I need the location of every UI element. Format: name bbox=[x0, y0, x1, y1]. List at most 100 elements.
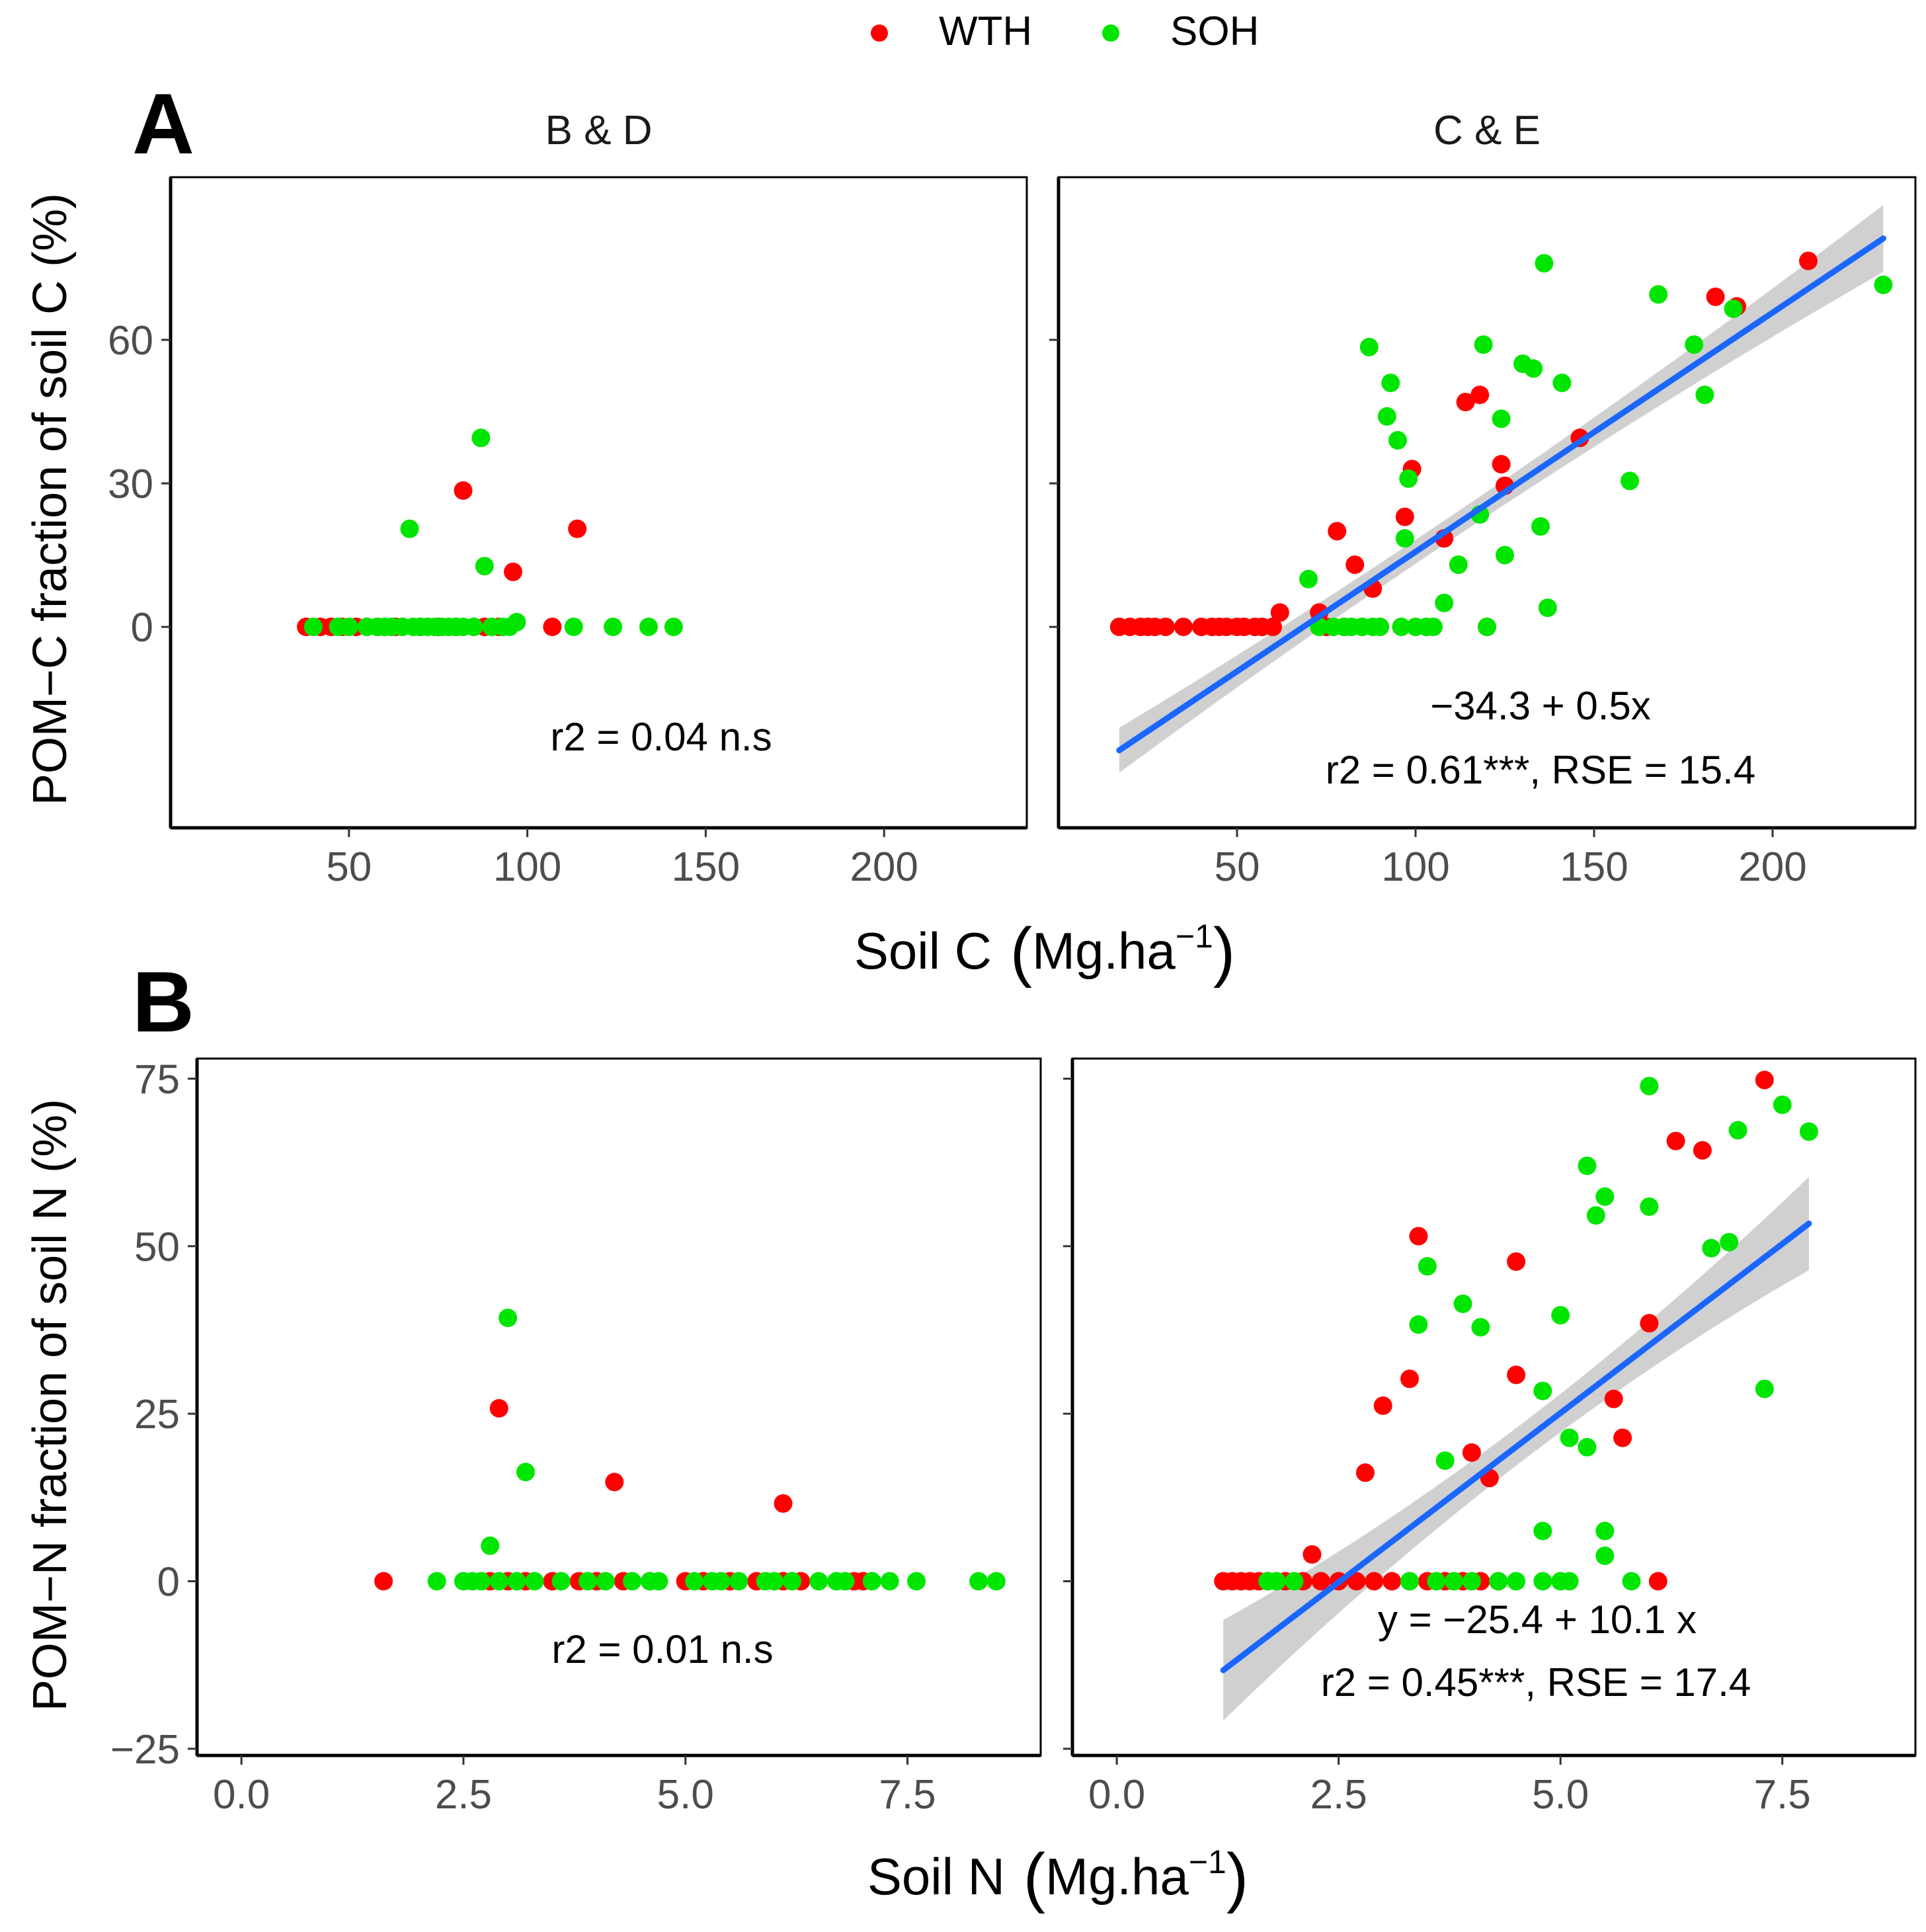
fit-line bbox=[1220, 1221, 1812, 1673]
x-tick-label: 2.5 bbox=[435, 1772, 492, 1818]
point-soh bbox=[1551, 1306, 1570, 1325]
point-soh bbox=[471, 428, 491, 448]
stats-annotation: r2 = 0.01 n.s bbox=[551, 1627, 773, 1671]
point-wth bbox=[774, 1494, 793, 1513]
y-tick-label: 0 bbox=[131, 605, 153, 651]
point-soh bbox=[1471, 1318, 1490, 1337]
point-soh bbox=[862, 1572, 881, 1591]
legend-marker-wth bbox=[871, 24, 888, 42]
legend-marker-soh bbox=[1102, 24, 1119, 42]
point-soh bbox=[1622, 1572, 1641, 1591]
x-axis-title-a-close-paren: ) bbox=[1213, 914, 1235, 988]
panel-frame bbox=[1071, 1057, 1917, 1757]
point-wth bbox=[1693, 1141, 1712, 1160]
point-soh bbox=[1578, 1156, 1597, 1176]
point-wth bbox=[1666, 1131, 1685, 1150]
point-wth bbox=[1507, 1252, 1526, 1271]
point-soh bbox=[475, 557, 494, 576]
point-wth bbox=[1613, 1428, 1632, 1447]
point-soh bbox=[685, 1572, 704, 1591]
x-tick-label: 100 bbox=[493, 844, 561, 890]
point-wth bbox=[504, 562, 522, 581]
point-wth bbox=[1347, 1572, 1366, 1591]
point-soh bbox=[1388, 430, 1407, 450]
point-soh bbox=[1874, 275, 1893, 294]
y-tick-label: 50 bbox=[134, 1225, 180, 1270]
point-soh bbox=[1535, 254, 1554, 273]
point-soh bbox=[649, 1572, 668, 1591]
point-soh bbox=[1427, 1572, 1446, 1591]
stats-annotation: r2 = 0.45***, RSE = 17.4 bbox=[1321, 1660, 1751, 1705]
panel-letter-b: B bbox=[132, 953, 194, 1050]
point-soh bbox=[1621, 471, 1639, 491]
x-tick-label: 50 bbox=[1215, 844, 1260, 890]
point-wth bbox=[374, 1572, 393, 1591]
point-soh bbox=[1445, 1572, 1464, 1591]
y-tick-label: 25 bbox=[134, 1392, 180, 1437]
point-wth bbox=[1365, 1572, 1384, 1591]
point-soh bbox=[464, 618, 483, 637]
point-wth bbox=[1174, 618, 1193, 637]
point-soh bbox=[1507, 1572, 1526, 1591]
panel-A-right: C & E 50 100 150 200 −34.3 + 0.5x r2 = 0.61***… bbox=[1049, 108, 1917, 890]
point-soh bbox=[1595, 1187, 1615, 1206]
x-axis-title-a-exp: −1 bbox=[1176, 918, 1213, 955]
x-axis-title-b-unit: Mg.ha bbox=[1045, 1847, 1189, 1906]
point-wth bbox=[1470, 385, 1490, 405]
equation-annotation: −34.3 + 0.5x bbox=[1430, 684, 1651, 728]
x-tick-label: 5.0 bbox=[1532, 1772, 1589, 1818]
point-soh bbox=[1285, 1572, 1304, 1591]
point-soh bbox=[623, 1572, 642, 1591]
x-tick-label: 150 bbox=[1560, 844, 1628, 890]
x-axis-title-b-close-paren: ) bbox=[1226, 1840, 1248, 1914]
point-wth bbox=[1706, 287, 1725, 306]
x-axis-title-a-unit: Mg.ha bbox=[1032, 922, 1176, 980]
point-soh bbox=[1435, 593, 1454, 612]
point-soh bbox=[711, 1572, 731, 1591]
fit-line bbox=[1116, 235, 1886, 754]
panel-letter-a: A bbox=[132, 75, 194, 172]
point-soh bbox=[303, 618, 323, 637]
point-soh bbox=[639, 618, 658, 637]
point-soh bbox=[403, 618, 422, 637]
point-soh bbox=[1377, 407, 1396, 426]
point-soh bbox=[1462, 1572, 1481, 1591]
legend: WTH SOH bbox=[871, 9, 1259, 54]
point-soh bbox=[1453, 1294, 1472, 1313]
panel-A-left: B & D 50 100 150 200 0 30 60 r2 = 0.04 n.s bbox=[108, 108, 1028, 890]
equation-annotation: y = −25.4 + 10.1 x bbox=[1378, 1597, 1697, 1642]
point-soh bbox=[1649, 285, 1668, 304]
legend-label-soh: SOH bbox=[1170, 9, 1259, 54]
point-wth bbox=[1383, 1572, 1402, 1591]
x-axis-title-a-main: Soil C bbox=[854, 922, 992, 980]
y-tick-label: 60 bbox=[108, 318, 153, 364]
point-wth bbox=[1303, 1545, 1322, 1564]
point-soh bbox=[1773, 1095, 1792, 1114]
point-soh bbox=[1728, 1121, 1747, 1140]
point-soh bbox=[516, 1463, 535, 1482]
point-soh bbox=[489, 1572, 508, 1591]
point-soh bbox=[880, 1572, 899, 1591]
point-wth bbox=[1311, 1572, 1330, 1591]
point-soh bbox=[400, 519, 419, 538]
x-tick-label: 150 bbox=[672, 844, 740, 890]
point-soh bbox=[1474, 335, 1493, 354]
x-axis-title-b: Soil N (Mg.ha−1) bbox=[867, 1840, 1248, 1914]
point-wth bbox=[1492, 455, 1511, 474]
point-soh bbox=[507, 1572, 526, 1591]
x-tick-label: 7.5 bbox=[879, 1772, 936, 1818]
panel-frame bbox=[196, 1057, 1042, 1757]
y-tick-label: 30 bbox=[108, 462, 153, 507]
point-soh bbox=[1702, 1238, 1721, 1258]
point-soh bbox=[1424, 618, 1443, 637]
point-soh bbox=[1595, 1521, 1615, 1541]
stats-annotation: r2 = 0.61***, RSE = 15.4 bbox=[1326, 748, 1755, 792]
point-soh bbox=[1586, 1206, 1605, 1225]
point-soh bbox=[969, 1572, 988, 1591]
point-wth bbox=[1264, 618, 1282, 637]
x-axis-title-b-exp: −1 bbox=[1189, 1843, 1226, 1880]
point-soh bbox=[782, 1572, 801, 1591]
facet-title: B & D bbox=[545, 108, 653, 153]
x-axis-title-b-main: Soil N bbox=[867, 1847, 1005, 1906]
point-soh bbox=[1538, 598, 1557, 618]
